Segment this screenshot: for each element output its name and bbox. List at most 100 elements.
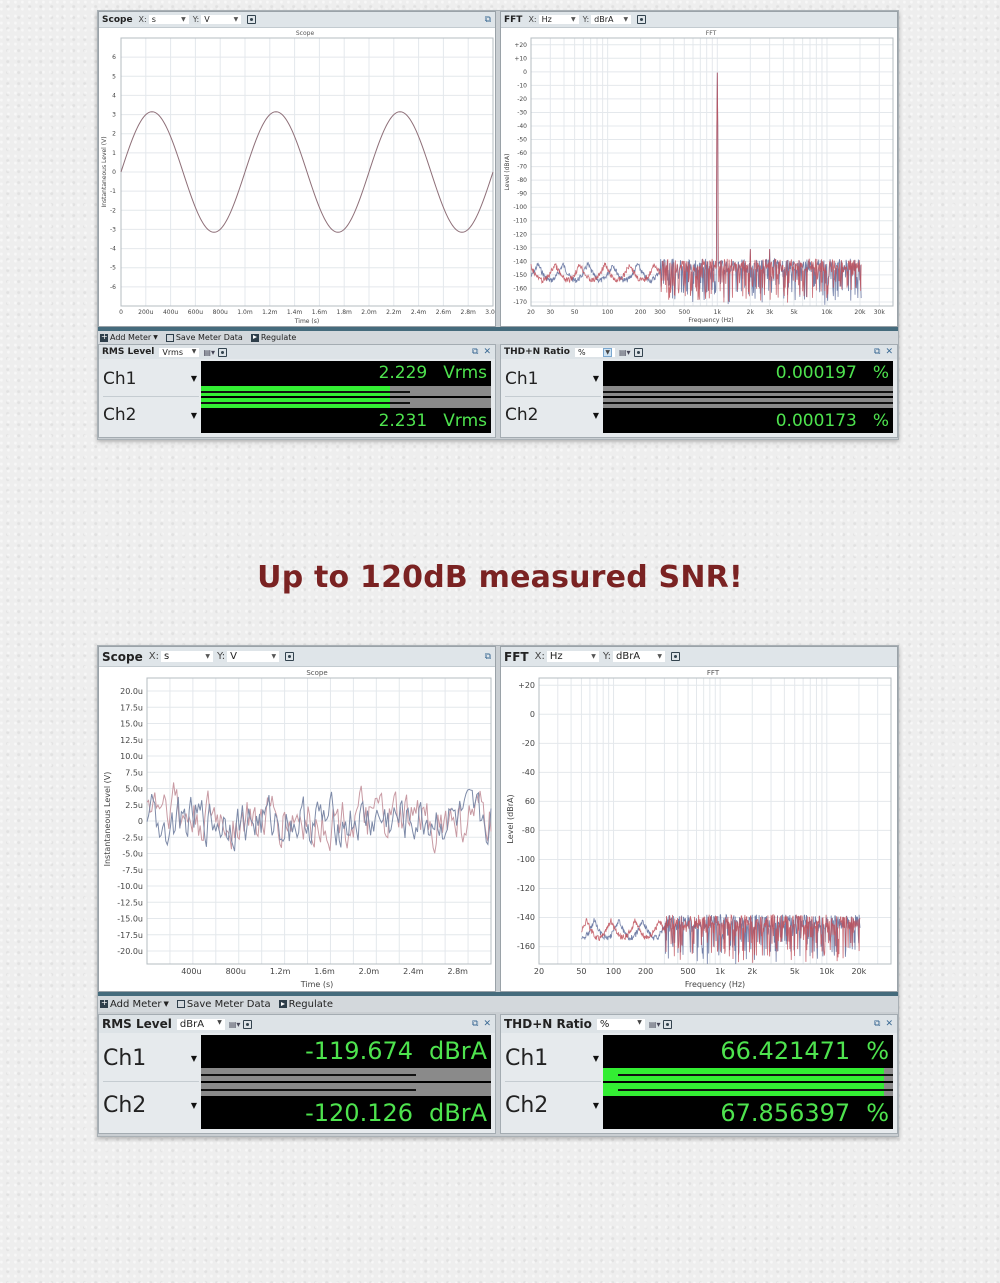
ch2-level-bar (201, 397, 491, 408)
ch2-level-bar (603, 1083, 893, 1096)
svg-text:1k: 1k (714, 309, 722, 316)
svg-text:3.0m: 3.0m (485, 309, 496, 316)
settings-icon[interactable] (217, 347, 227, 357)
svg-text:2.8m: 2.8m (461, 309, 477, 316)
svg-text:-120: -120 (513, 231, 527, 238)
thd-unit-select[interactable]: % ▼ (574, 347, 615, 357)
save-meter-data-button[interactable]: Save Meter Data (176, 999, 271, 1010)
thd-n-ratio-meter: THD+N Ratio % ▼ ▤▾ ⧉ ✕ Ch1 ▼ Ch2 ▼ 66.421471… (500, 1014, 898, 1134)
settings-icon[interactable] (637, 15, 647, 24)
svg-text:+10: +10 (514, 55, 527, 62)
ch1-selector[interactable]: Ch1 ▼ (505, 361, 601, 397)
settings-icon[interactable] (670, 652, 680, 661)
y-unit-select[interactable]: V ▼ (201, 15, 242, 24)
rms-level-meter: RMS Level Vrms ▼ ▤▾ ⧉ ✕ Ch1 ▼ Ch2 ▼ 2.229 Vrm… (98, 344, 496, 438)
svg-text:-2: -2 (110, 207, 116, 214)
close-icon[interactable]: ✕ (483, 1019, 491, 1029)
ch1-readout: 2.229 Vrms (378, 363, 487, 384)
add-icon (100, 332, 108, 342)
dropdown-arrow-icon: ▼ (592, 374, 599, 383)
popout-icon[interactable]: ⧉ (484, 651, 491, 662)
svg-text:50: 50 (571, 309, 579, 316)
analyzer-window-noise: Scope X: s ▼ Y: V ▼ ⧉ Scope 400u 800u 1.2m 1.… (97, 645, 899, 1137)
popout-icon[interactable]: ⧉ (472, 347, 479, 357)
svg-text:2.0m: 2.0m (361, 309, 377, 316)
close-icon[interactable]: ✕ (885, 347, 893, 357)
regulate-button[interactable]: Regulate (250, 333, 296, 342)
popout-icon[interactable]: ⧉ (484, 14, 491, 25)
x-unit-select[interactable]: s ▼ (148, 15, 189, 24)
popout-icon[interactable]: ⧉ (472, 1019, 479, 1029)
svg-text:-160: -160 (517, 942, 535, 951)
display-options-icon[interactable]: ▤▾ (203, 347, 215, 357)
ch1-selector[interactable]: Ch1 ▼ (103, 1035, 199, 1082)
ch1-selector[interactable]: Ch1 ▼ (505, 1035, 601, 1082)
svg-text:-130: -130 (513, 245, 527, 252)
popout-icon[interactable]: ⧉ (874, 1019, 881, 1029)
close-icon[interactable]: ✕ (885, 1019, 893, 1029)
svg-text:-5.0u: -5.0u (122, 850, 143, 859)
add-meter-button[interactable]: Add Meter▼ (100, 332, 158, 342)
scope-title: Scope (102, 14, 133, 25)
save-meter-data-button[interactable]: Save Meter Data (165, 333, 243, 342)
panel-splitter[interactable] (98, 992, 898, 996)
ch2-readout: 67.856397% (720, 1099, 889, 1128)
y-label: Y: (192, 15, 200, 24)
ch2-selector[interactable]: Ch2 ▼ (505, 405, 599, 425)
y-label: Y: (216, 651, 226, 662)
meter-display: 2.229 Vrms 2.231 Vrms (201, 361, 491, 433)
rms-unit-select[interactable]: dBrA ▼ (176, 1018, 225, 1030)
settings-icon[interactable] (247, 15, 257, 24)
dropdown-arrow-icon: ▼ (190, 410, 197, 420)
popout-icon[interactable]: ⧉ (874, 347, 881, 357)
svg-text:4: 4 (112, 92, 116, 99)
svg-text:2.5u: 2.5u (125, 801, 143, 810)
x-unit-select[interactable]: Hz ▼ (538, 15, 579, 24)
rms-unit-select[interactable]: Vrms ▼ (159, 347, 200, 357)
ch2-selector[interactable]: Ch2 ▼ (505, 1093, 599, 1118)
scope-panel: Scope X: s ▼ Y: V ▼ ⧉ Scope 0 200u 400u 600u 8… (98, 11, 496, 327)
svg-text:30: 30 (546, 309, 554, 316)
settings-icon[interactable] (243, 1019, 253, 1029)
x-label: X: (534, 651, 545, 662)
ch2-selector[interactable]: Ch2 ▼ (103, 1093, 197, 1118)
svg-text:-4: -4 (110, 246, 116, 253)
display-options-icon[interactable]: ▤▾ (648, 1019, 661, 1029)
fft-title: FFT (504, 649, 529, 664)
svg-text:-160: -160 (513, 285, 527, 292)
meter-toolbar: Add Meter▼ Save Meter Data Regulate (98, 331, 898, 344)
display-options-icon[interactable]: ▤▾ (618, 347, 631, 357)
ch1-level-bar (603, 1068, 893, 1081)
regulate-button[interactable]: Regulate (278, 999, 333, 1010)
x-label: X: (528, 15, 537, 24)
close-icon[interactable]: ✕ (483, 347, 491, 357)
fft-title: FFT (504, 14, 523, 25)
svg-text:-2.5u: -2.5u (122, 833, 143, 842)
y-unit-select[interactable]: dBrA ▼ (612, 651, 665, 662)
svg-text:-3: -3 (110, 226, 116, 233)
panel-splitter[interactable] (98, 327, 898, 331)
ch2-selector[interactable]: Ch2 ▼ (103, 405, 197, 425)
svg-text:50: 50 (576, 967, 586, 976)
svg-text:-90: -90 (517, 191, 527, 198)
svg-text:-30: -30 (517, 109, 527, 116)
svg-text:Frequency (Hz): Frequency (Hz) (688, 317, 733, 324)
svg-text:400u: 400u (163, 309, 178, 316)
y-unit-select[interactable]: V ▼ (227, 651, 280, 662)
ch1-selector[interactable]: Ch1 ▼ (103, 361, 199, 397)
x-unit-select[interactable]: s ▼ (160, 651, 213, 662)
y-unit-select[interactable]: dBrA ▼ (591, 15, 632, 24)
slogan-heading: Up to 120dB measured SNR! (257, 560, 743, 595)
settings-icon[interactable] (285, 652, 295, 661)
svg-text:10k: 10k (821, 309, 833, 316)
svg-text:10.0u: 10.0u (120, 752, 143, 761)
x-unit-select[interactable]: Hz ▼ (546, 651, 599, 662)
svg-text:300: 300 (654, 309, 666, 316)
settings-icon[interactable] (633, 347, 643, 357)
svg-text:800u: 800u (213, 309, 228, 316)
settings-icon[interactable] (663, 1019, 673, 1029)
thd-unit-select[interactable]: % ▼ (596, 1018, 645, 1030)
display-options-icon[interactable]: ▤▾ (228, 1019, 241, 1029)
play-icon (250, 333, 259, 342)
add-meter-button[interactable]: Add Meter▼ (100, 998, 169, 1010)
